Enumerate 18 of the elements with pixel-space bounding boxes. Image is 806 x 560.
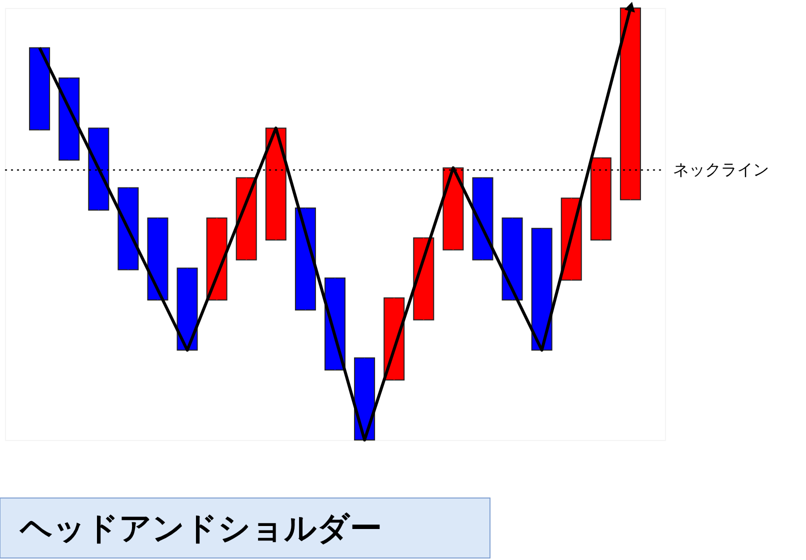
candlestick	[176, 268, 198, 351]
candlestick	[29, 47, 50, 130]
ref-line-label: ネックライン	[673, 160, 769, 179]
text: ヘッドアンドショルダー	[19, 509, 382, 547]
candlestick	[118, 187, 139, 270]
candlestick	[147, 217, 168, 301]
candlestick	[206, 217, 228, 301]
candlestick	[265, 128, 286, 240]
candlestick	[590, 157, 612, 240]
candlestick	[236, 177, 257, 260]
candlestick	[413, 237, 434, 320]
candlestick	[294, 208, 316, 310]
candlestick	[88, 128, 110, 211]
candlestick	[442, 167, 464, 250]
candlestick	[58, 77, 80, 161]
candlestick	[472, 177, 494, 260]
candlestick	[531, 228, 552, 351]
candlestick	[502, 217, 523, 301]
